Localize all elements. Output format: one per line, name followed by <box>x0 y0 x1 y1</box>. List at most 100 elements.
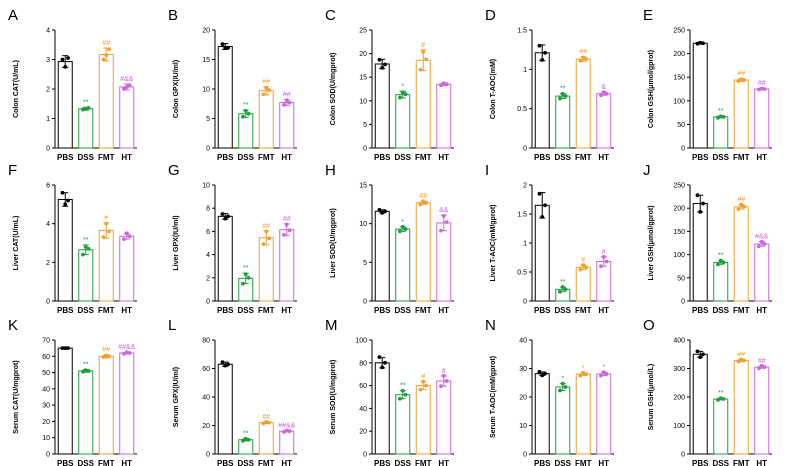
data-point <box>81 252 85 257</box>
bar-ht <box>119 235 135 302</box>
bar-fmt <box>258 90 274 149</box>
data-point <box>418 202 423 207</box>
chart-panel-i: I Liver T-AOC(mM/gprot) 0 0.5 1 1.5 2 PBS ** DSS #… <box>485 162 614 315</box>
data-point <box>107 229 111 234</box>
data-point <box>762 87 767 91</box>
data-point <box>124 85 129 89</box>
data-point <box>604 372 609 376</box>
data-point <box>742 204 746 209</box>
data-point <box>220 212 225 216</box>
y-tick-label: 5 <box>206 116 210 123</box>
data-point <box>560 91 565 96</box>
significance-label: ** <box>243 102 249 109</box>
data-point <box>380 365 385 370</box>
chart-panel-n: N Serum T-AOC(mM/gprot) 0 10 20 30 40 PBS * DSS * F… <box>485 317 614 466</box>
y-axis-label: Liver CAT(U/mL) <box>13 216 20 271</box>
data-point <box>284 98 289 103</box>
y-axis-label: Liver GPX(IU/ml) <box>173 215 180 270</box>
data-point <box>383 360 387 365</box>
data-point <box>246 275 251 280</box>
data-point <box>742 78 746 82</box>
bar-pbs <box>374 362 390 455</box>
data-point <box>86 105 91 110</box>
bar-fmt <box>733 206 749 302</box>
x-category-label: FMT <box>733 153 750 162</box>
data-point <box>86 246 91 251</box>
y-tick-label: 0 <box>363 452 367 459</box>
x-category-label: DSS <box>395 153 412 162</box>
significance-label: ** <box>718 390 724 397</box>
data-point <box>241 438 245 443</box>
bar-dss <box>395 394 411 455</box>
data-point <box>757 366 761 371</box>
bar-pbs <box>217 215 233 302</box>
bar-pbs <box>534 52 550 149</box>
chart-panel-d: D Colon T-AOC(mM) 0 0.5 1 1.5 PBS ** DSS ## FMT & HT <box>485 7 614 162</box>
data-point <box>604 91 609 96</box>
y-tick-label: 15 <box>202 57 210 64</box>
bar-dss <box>78 108 94 149</box>
x-category-label: FMT <box>415 459 432 466</box>
chart-panel-e: E Colon GSH(μmol/gprot) 0 50 100 150 200 250 PBS… <box>643 7 772 162</box>
y-tick-label: 10 <box>519 423 527 430</box>
data-point <box>718 258 723 263</box>
x-category-label: PBS <box>692 306 709 315</box>
bar-fmt <box>258 422 274 455</box>
data-point <box>441 374 446 378</box>
significance-label: && <box>439 207 449 214</box>
data-point <box>223 216 228 221</box>
y-tick-label: 250 <box>673 28 685 35</box>
bar-ht <box>436 222 452 302</box>
data-point <box>604 259 609 264</box>
data-point <box>599 373 603 378</box>
bar-fmt <box>98 355 114 455</box>
data-point <box>439 83 443 88</box>
data-point <box>243 108 248 113</box>
data-point <box>127 234 132 239</box>
data-point <box>540 373 545 378</box>
x-category-label: FMT <box>98 306 115 315</box>
significance-label: ** <box>560 279 566 286</box>
bar-ht <box>596 261 612 302</box>
bar-dss <box>555 386 571 455</box>
y-tick-label: 70 <box>42 338 50 345</box>
x-category-label: HT <box>756 306 767 315</box>
x-category-label: FMT <box>98 153 115 162</box>
y-axis-label: Colon CAT(U/mL) <box>13 60 20 118</box>
data-point <box>66 56 70 60</box>
x-category-label: FMT <box>98 459 115 466</box>
panel-letter: K <box>8 317 18 334</box>
data-point <box>241 114 245 119</box>
x-category-label: DSS <box>395 306 412 315</box>
data-point <box>599 93 603 98</box>
chart-panel-g: G Liver GPX(IU/ml) 0 2 4 6 8 10 PBS ** DSS ## FMT ## H… <box>168 162 297 315</box>
data-point <box>60 346 65 351</box>
data-point <box>543 371 547 376</box>
data-point <box>718 114 723 119</box>
x-category-label: DSS <box>395 459 412 466</box>
y-tick-label: 1.5 <box>517 28 527 35</box>
data-point <box>267 420 271 425</box>
panel-letter: G <box>168 162 180 179</box>
y-tick-label: 60 <box>202 366 210 373</box>
bar-ht <box>119 86 135 149</box>
x-category-label: PBS <box>692 153 709 162</box>
x-category-label: DSS <box>555 459 572 466</box>
y-tick-label: 0 <box>523 146 527 153</box>
bar-fmt <box>98 53 114 149</box>
bar-ht <box>279 229 295 302</box>
bar-fmt <box>733 360 749 455</box>
x-category-label: HT <box>756 459 767 466</box>
significance-label: #&& <box>120 76 134 83</box>
data-point <box>383 62 387 67</box>
data-point <box>439 384 443 389</box>
chart-panel-a: A Colon CAT(U/mL) 0 1 2 3 4 PBS ** DSS ## FMT #&& HT <box>8 7 137 162</box>
data-point <box>63 346 68 351</box>
x-category-label: HT <box>756 153 767 162</box>
chart-panel-c: C Colon SOD(U/mgprot) 0 5 10 15 20 25 PBS * DSS # FM… <box>325 7 454 162</box>
y-tick-label: 200 <box>673 395 685 402</box>
data-point <box>282 430 286 434</box>
significance-label: # <box>421 374 425 381</box>
x-category-label: DSS <box>238 306 255 315</box>
data-point <box>63 202 68 207</box>
